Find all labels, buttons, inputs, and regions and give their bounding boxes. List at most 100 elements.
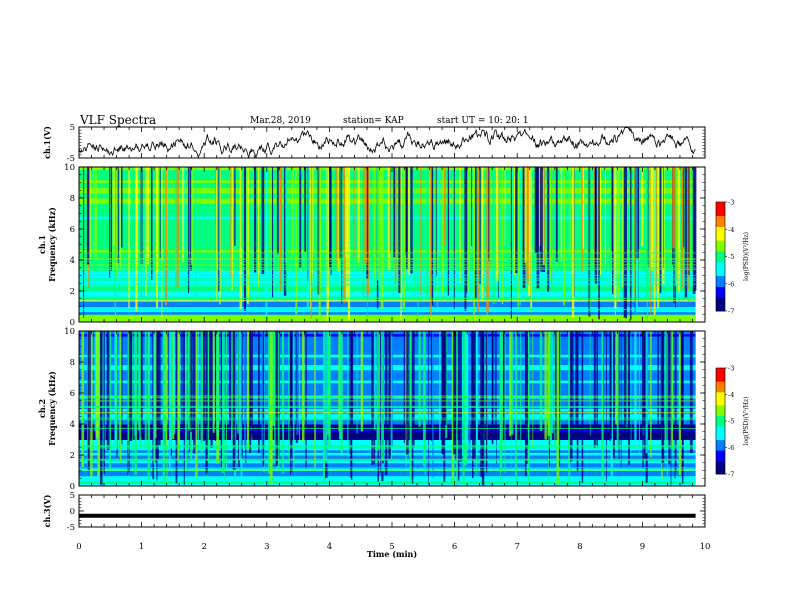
colorbar-segment <box>716 368 725 372</box>
spectro-streak <box>689 331 693 454</box>
colorbar-tick-label: -5 <box>728 418 734 426</box>
colorbar-segment <box>716 207 725 211</box>
spectro-streak <box>400 167 402 320</box>
spectro-band <box>79 177 696 181</box>
colorbar-segment <box>716 231 725 236</box>
spectro-streak <box>534 167 537 253</box>
spectro-streak <box>547 331 551 436</box>
spectro-streak <box>195 167 197 300</box>
spectro-streak <box>120 167 123 248</box>
colorbar-segment <box>716 452 725 456</box>
y-axis-label: Frequency (kHz) <box>47 207 57 282</box>
spectro-streak <box>641 167 644 247</box>
x-tick-label: 4 <box>327 542 332 552</box>
spectro-band <box>79 210 696 214</box>
colorbar-segment <box>716 234 725 238</box>
spectro-streak <box>380 167 384 310</box>
spectro-streak <box>439 331 441 440</box>
spectro-band <box>79 298 696 302</box>
spectro-streak <box>268 331 271 474</box>
spectro-band <box>79 213 696 217</box>
spectro-streak <box>178 331 180 453</box>
spectro-streak <box>634 331 637 445</box>
colorbar-tick-label: -3 <box>728 365 734 373</box>
spectro-streak <box>379 167 382 250</box>
spectro-streak <box>509 331 512 437</box>
spectro-streak <box>128 331 130 473</box>
spectro-band <box>79 167 696 171</box>
spectro-streak <box>610 331 613 477</box>
colorbar-segment <box>716 389 725 393</box>
spectro-streak <box>230 167 232 279</box>
spectro-streak <box>666 331 668 483</box>
spectro-streak <box>617 167 621 303</box>
spectro-streak <box>239 167 242 310</box>
spectro-band <box>79 275 696 279</box>
spectro-band <box>79 306 696 310</box>
spectro-streak <box>471 167 472 247</box>
spectro-streak <box>513 167 516 276</box>
spectro-streak <box>153 331 155 464</box>
colorbar-segment <box>716 223 725 227</box>
y-tick-label: 10 <box>64 327 75 337</box>
spectro-streak <box>643 331 646 429</box>
spectro-streak <box>325 331 328 464</box>
spectro-band <box>79 475 696 479</box>
spectro-streak <box>345 167 349 302</box>
spectro-band <box>79 314 696 318</box>
spectro-line <box>79 268 696 270</box>
spectro-band <box>79 309 696 313</box>
colorbar-segment <box>716 289 725 293</box>
x-tick-label: 8 <box>577 542 582 552</box>
spectro-streak <box>657 331 659 436</box>
spectro-band <box>79 316 696 320</box>
spectro-streak <box>195 331 198 478</box>
spectro-streak <box>511 331 514 435</box>
colorbar-segment <box>716 423 725 427</box>
colorbar-segment <box>716 391 725 395</box>
colorbar-tick-label: -5 <box>728 253 734 261</box>
spectro-streak <box>272 331 275 427</box>
spectro-streak <box>616 331 619 450</box>
station-label: station= KAP <box>343 116 404 126</box>
spectro-streak <box>132 167 135 257</box>
spectro-streak <box>205 331 208 473</box>
spectro-streak <box>144 331 147 448</box>
spectro-streak <box>290 331 293 425</box>
spectro-streak <box>161 167 163 318</box>
spectro-band <box>79 223 696 227</box>
spectro-streak <box>540 167 543 272</box>
spectro-band <box>79 221 696 225</box>
spectro-band <box>79 247 696 251</box>
spectro-streak <box>688 167 690 276</box>
spectro-streak <box>198 331 200 442</box>
spectro-streak <box>504 167 506 245</box>
spectro-streak <box>447 167 450 296</box>
spectro-streak <box>476 331 478 454</box>
spectro-streak <box>441 331 445 454</box>
spectro-streak <box>132 331 134 469</box>
spectro-streak <box>500 331 501 486</box>
spectro-streak <box>156 167 160 272</box>
spectro-line <box>79 406 696 408</box>
spectro-streak <box>682 331 684 467</box>
spectro-line <box>79 445 696 447</box>
spectro-streak <box>388 331 390 456</box>
spectro-streak <box>413 167 415 297</box>
spectro-streak <box>646 167 648 322</box>
spectro-streak <box>230 331 234 443</box>
x-axis-label: Time (min) <box>367 549 417 559</box>
spectro-streak <box>555 331 558 433</box>
spectro-streak <box>118 331 120 458</box>
spectro-line <box>79 405 696 407</box>
colorbar-segment <box>716 283 725 287</box>
spectro-streak <box>677 167 681 293</box>
colorbar-tick-label: -4 <box>728 226 734 234</box>
colorbar-segment <box>716 237 725 241</box>
spectro-streak <box>292 331 295 470</box>
spectro-streak <box>187 167 190 294</box>
spectro-streak <box>626 331 628 428</box>
colorbar-segment <box>716 405 725 409</box>
spectro-streak <box>622 167 624 288</box>
spectro-line <box>79 300 696 302</box>
